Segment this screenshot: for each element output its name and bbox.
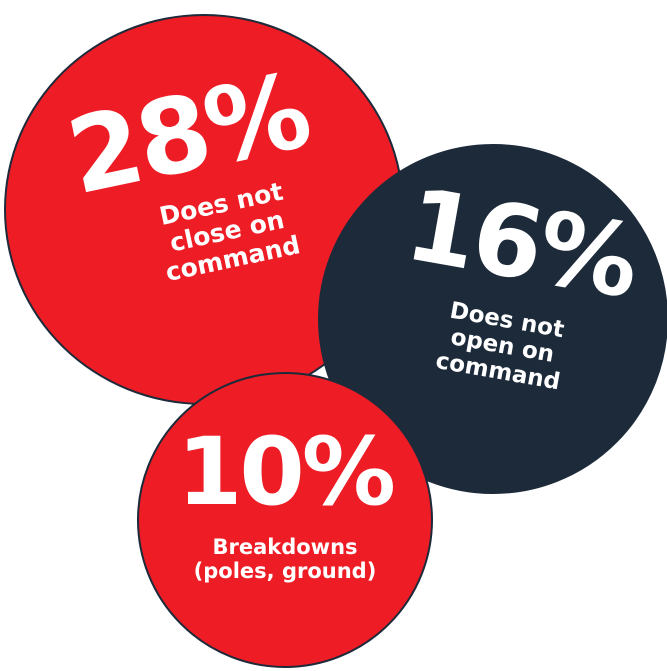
bubble-breakdowns: 10% Breakdowns (poles, ground) [137, 372, 433, 668]
bubble-label: Breakdowns (poles, ground) [139, 535, 431, 583]
bubble-label-line: Breakdowns [212, 535, 358, 559]
bubble-label-line: (poles, ground) [193, 558, 377, 583]
bubble-percentage: 10% [177, 418, 396, 527]
